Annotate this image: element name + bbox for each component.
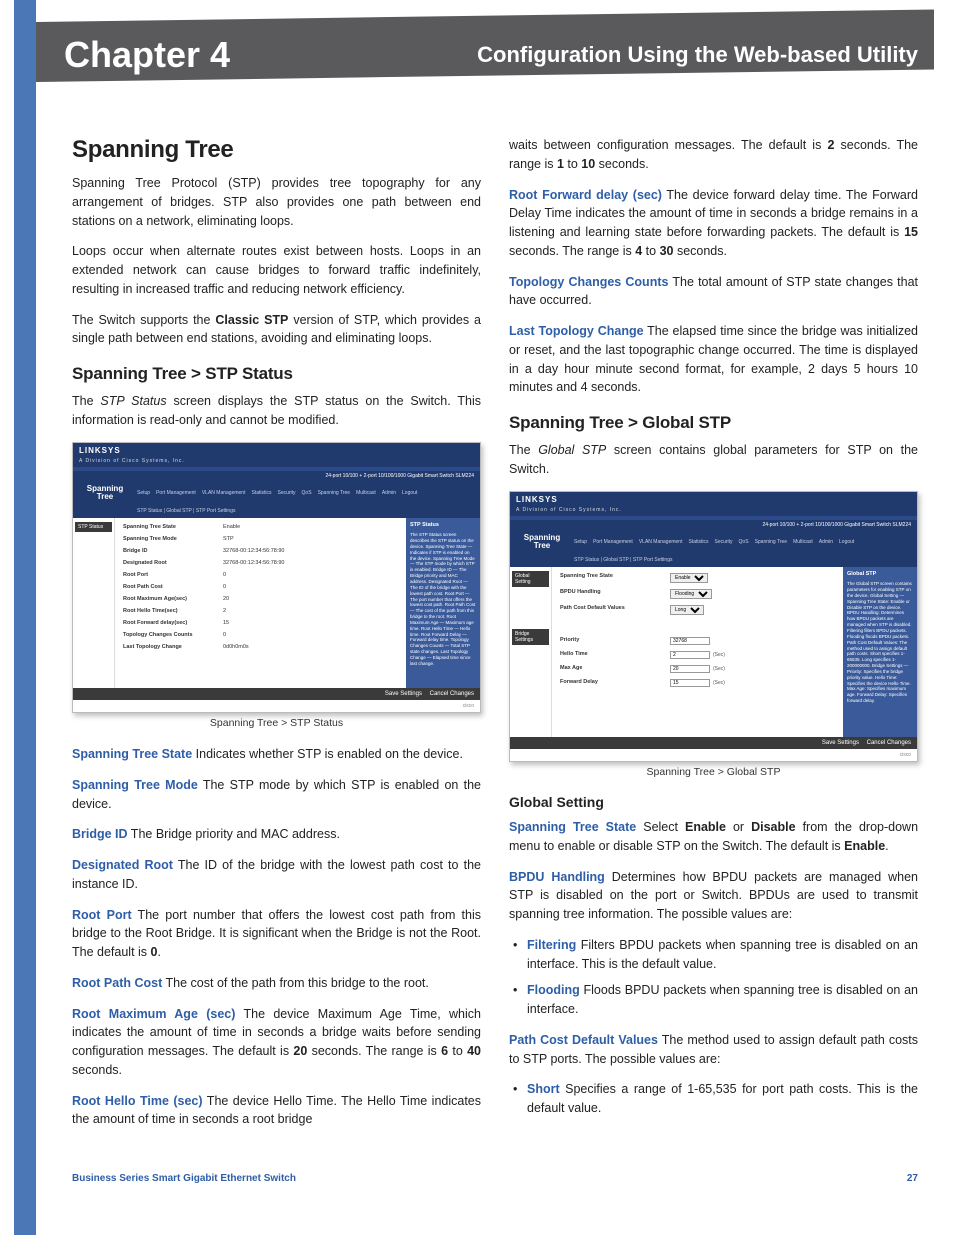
body-text: The Global STP screen contains global pa… [509, 441, 918, 479]
ss-nav-links: Setup Port Management VLAN Management St… [137, 490, 474, 496]
stp-status-screenshot: LINKSYS A Division of Cisco Systems, Inc… [72, 442, 481, 714]
section-heading: Spanning Tree [72, 136, 481, 164]
ss-help-panel: Global STP The Global STP screen contain… [843, 567, 917, 737]
ss-field-row: Spanning Tree ModeSTP [123, 536, 398, 542]
ss-input[interactable] [670, 665, 710, 673]
ss-field-row: Priority [560, 637, 835, 645]
ss-brand: LINKSYS A Division of Cisco Systems, Inc… [510, 492, 917, 516]
ss-field-row: Forward Delay(Sec) [560, 679, 835, 687]
ss-action-bar: Save Settings Cancel Changes [73, 688, 480, 700]
ss-select[interactable]: Flooding [670, 589, 712, 599]
definition: Root Hello Time (sec) The device Hello T… [72, 1092, 481, 1130]
body-text: waits between configuration messages. Th… [509, 136, 918, 174]
cancel-button[interactable]: Cancel Changes [867, 740, 911, 746]
subsection-heading: Spanning Tree > Global STP [509, 413, 918, 433]
list-item: Short Specifies a range of 1-65,535 for … [527, 1080, 918, 1118]
definition: BPDU Handling Determines how BPDU packet… [509, 868, 918, 924]
page-number: 27 [907, 1173, 918, 1184]
ss-field-row: Root Path Cost0 [123, 584, 398, 590]
ss-left-sidebar: Global Setting Bridge Settings [510, 567, 552, 737]
ss-tab-global-setting: Global Setting [512, 571, 549, 587]
page-footer: Business Series Smart Gigabit Ethernet S… [36, 1161, 954, 1204]
screenshot-caption: Spanning Tree > STP Status [72, 717, 481, 729]
definition: Spanning Tree Mode The STP mode by which… [72, 776, 481, 814]
list-item: Filtering Filters BPDU packets when span… [527, 936, 918, 974]
ss-left-sidebar: STP Status [73, 518, 115, 688]
ss-field-row: Spanning Tree StateEnable [123, 524, 398, 530]
cancel-button[interactable]: Cancel Changes [430, 691, 474, 697]
ss-section-title: Spanning Tree [79, 485, 131, 503]
definition: Root Path Cost The cost of the path from… [72, 974, 481, 993]
ss-section-title: Spanning Tree [516, 534, 568, 552]
ss-nav: Spanning Tree Setup Port Management VLAN… [510, 530, 917, 558]
chapter-header: Chapter 4 Configuration Using the Web-ba… [36, 0, 954, 100]
ss-field-row: Root Hello Time(sec)2 [123, 608, 398, 614]
bullet-list: Short Specifies a range of 1-65,535 for … [509, 1080, 918, 1118]
global-stp-screenshot: LINKSYS A Division of Cisco Systems, Inc… [509, 491, 918, 763]
ss-help-panel: STP Status The STP Status screen describ… [406, 518, 480, 688]
definition: Spanning Tree State Indicates whether ST… [72, 745, 481, 764]
ss-tab-bridge-settings: Bridge Settings [512, 629, 549, 645]
ss-select[interactable]: Enable [670, 573, 708, 583]
ss-field-row: Designated Root32768-00:12:34:56:78:90 [123, 560, 398, 566]
definition: Bridge ID The Bridge priority and MAC ad… [72, 825, 481, 844]
ss-body: Global Setting Bridge Settings Spanning … [510, 567, 917, 737]
body-text: The Switch supports the Classic STP vers… [72, 311, 481, 349]
ss-subnav: STP Status | Global STP | STP Port Setti… [73, 508, 480, 518]
ss-field-row: Spanning Tree StateEnable [560, 573, 835, 583]
body-text: Loops occur when alternate routes exist … [72, 242, 481, 298]
ss-brand: LINKSYS A Division of Cisco Systems, Inc… [73, 443, 480, 467]
ss-active-tab: STP Status [75, 522, 112, 532]
ss-subnav: STP Status | Global STP | STP Port Setti… [510, 557, 917, 567]
ss-field-row: BPDU HandlingFlooding [560, 589, 835, 599]
footer-product-name: Business Series Smart Gigabit Ethernet S… [72, 1173, 296, 1184]
ss-nav: Spanning Tree Setup Port Management VLAN… [73, 481, 480, 509]
ss-field-row: Max Age(Sec) [560, 665, 835, 673]
ss-field-row: Topology Changes Counts0 [123, 632, 398, 638]
definition: Root Port The port number that offers th… [72, 906, 481, 962]
definition: Designated Root The ID of the bridge wit… [72, 856, 481, 894]
ss-field-row: Last Topology Change0d0h0m0s [123, 644, 398, 650]
chapter-number: Chapter 4 [64, 34, 230, 76]
screenshot-caption: Spanning Tree > Global STP [509, 766, 918, 778]
ss-field-row: Bridge ID32768-00:12:34:56:78:90 [123, 548, 398, 554]
ss-input[interactable] [670, 679, 710, 687]
ss-action-bar: Save Settings Cancel Changes [510, 737, 917, 749]
ss-field-row: Path Cost Default ValuesLong [560, 605, 835, 615]
cisco-logo: cisco [510, 749, 917, 761]
list-item: Flooding Floods BPDU packets when spanni… [527, 981, 918, 1019]
ss-model-label: 24-port 10/100 + 2-port 10/100/1000 Giga… [73, 471, 480, 481]
subsection-heading: Spanning Tree > STP Status [72, 364, 481, 384]
ss-field-row: Root Forward delay(sec)15 [123, 620, 398, 626]
definition: Last Topology Change The elapsed time si… [509, 322, 918, 397]
ss-field-row: Hello Time(Sec) [560, 651, 835, 659]
definition: Path Cost Default Values The method used… [509, 1031, 918, 1069]
main-content: Spanning Tree Spanning Tree Protocol (ST… [36, 100, 954, 1161]
ss-select[interactable]: Long [670, 605, 704, 615]
sub-subsection-heading: Global Setting [509, 794, 918, 810]
left-accent-strip [14, 0, 36, 1235]
ss-main-panel: Spanning Tree StateEnable BPDU HandlingF… [552, 567, 843, 737]
definition: Spanning Tree State Select Enable or Dis… [509, 818, 918, 856]
save-button[interactable]: Save Settings [822, 740, 859, 746]
page-title: Configuration Using the Web-based Utilit… [477, 42, 918, 68]
ss-nav-links: Setup Port Management VLAN Management St… [574, 539, 911, 545]
ss-input[interactable] [670, 637, 710, 645]
body-text: Spanning Tree Protocol (STP) provides tr… [72, 174, 481, 230]
ss-main-panel: Spanning Tree StateEnable Spanning Tree … [115, 518, 406, 688]
body-text: The STP Status screen displays the STP s… [72, 392, 481, 430]
left-column: Spanning Tree Spanning Tree Protocol (ST… [72, 136, 481, 1141]
ss-field-row: Root Maximum Age(sec)20 [123, 596, 398, 602]
bullet-list: Filtering Filters BPDU packets when span… [509, 936, 918, 1019]
definition: Root Forward delay (sec) The device forw… [509, 186, 918, 261]
definition: Root Maximum Age (sec) The device Maximu… [72, 1005, 481, 1080]
ss-input[interactable] [670, 651, 710, 659]
ss-model-label: 24-port 10/100 + 2-port 10/100/1000 Giga… [510, 520, 917, 530]
ss-field-row: Root Port0 [123, 572, 398, 578]
save-button[interactable]: Save Settings [385, 691, 422, 697]
right-column: waits between configuration messages. Th… [509, 136, 918, 1141]
definition: Topology Changes Counts The total amount… [509, 273, 918, 311]
cisco-logo: cisco [73, 700, 480, 712]
ss-body: STP Status Spanning Tree StateEnable Spa… [73, 518, 480, 688]
